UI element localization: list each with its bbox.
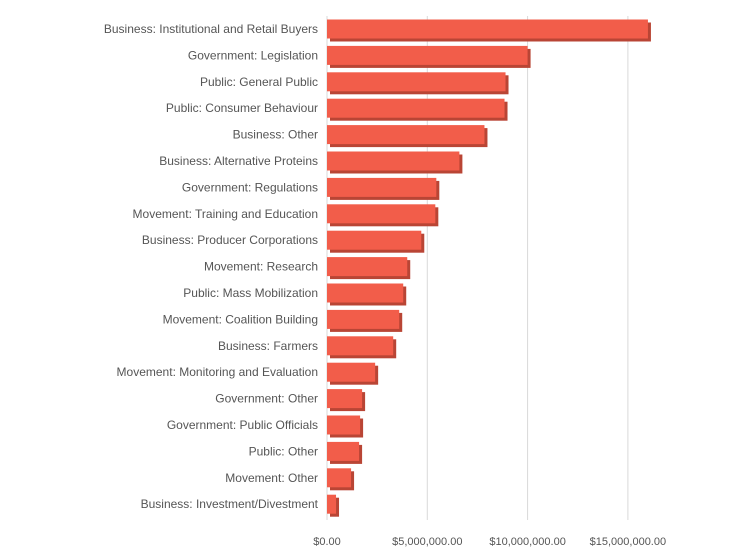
category-label: Movement: Monitoring and Evaluation	[117, 365, 318, 379]
bar	[327, 204, 439, 227]
bar	[327, 415, 364, 438]
category-label: Government: Legislation	[188, 48, 318, 62]
bar-face	[327, 309, 400, 329]
bar-face	[327, 494, 337, 514]
category-label: Business: Other	[233, 128, 318, 142]
bar	[327, 389, 366, 412]
bar	[327, 177, 440, 200]
category-label: Government: Public Officials	[167, 418, 318, 432]
bar-face	[327, 441, 360, 461]
bar	[327, 283, 407, 306]
x-tick-label: $15,000,000.00	[590, 536, 666, 548]
bar-face	[327, 362, 376, 382]
category-label: Government: Other	[215, 392, 318, 406]
bar-face	[327, 415, 361, 435]
bar-face	[327, 257, 408, 277]
bar-face	[327, 72, 506, 92]
bar-face	[327, 151, 460, 171]
bar-face	[327, 125, 485, 145]
bar	[327, 125, 488, 148]
bar	[327, 441, 363, 464]
x-tick-label: $5,000,000.00	[392, 536, 462, 548]
bar-face	[327, 336, 394, 356]
bar	[327, 19, 651, 42]
bar	[327, 230, 425, 253]
bar-face	[327, 98, 505, 118]
bar	[327, 362, 379, 385]
bar	[327, 257, 411, 280]
bar-face	[327, 204, 436, 224]
x-tick-label: $0.00	[313, 536, 341, 548]
bar	[327, 151, 463, 174]
category-label: Movement: Training and Education	[133, 207, 318, 221]
category-label: Business: Alternative Proteins	[159, 154, 318, 168]
bar	[327, 45, 531, 68]
category-label: Movement: Research	[204, 260, 318, 274]
bar	[327, 468, 355, 491]
bar	[327, 309, 403, 332]
bar	[327, 98, 508, 121]
bar-face	[327, 230, 422, 250]
bars	[327, 19, 651, 517]
category-label: Government: Regulations	[182, 180, 318, 194]
bar-face	[327, 45, 528, 65]
category-label: Business: Producer Corporations	[142, 233, 318, 247]
category-labels: Business: Institutional and Retail Buyer…	[104, 22, 319, 511]
bar-face	[327, 177, 437, 197]
bar-face	[327, 468, 352, 488]
category-label: Public: General Public	[200, 75, 318, 89]
category-label: Business: Institutional and Retail Buyer…	[104, 22, 318, 36]
category-label: Public: Mass Mobilization	[183, 286, 318, 300]
x-axis-tick-labels: $0.00 $5,000,000.00 $10,000,000.00 $15,000,…	[313, 536, 666, 548]
bar-face	[327, 19, 648, 39]
category-label: Public: Other	[249, 444, 318, 458]
category-label: Movement: Coalition Building	[163, 312, 318, 326]
bar	[327, 72, 509, 95]
category-label: Business: Investment/Divestment	[141, 497, 319, 511]
bar-face	[327, 389, 363, 409]
category-label: Public: Consumer Behaviour	[166, 101, 318, 115]
category-label: Movement: Other	[225, 471, 318, 485]
category-label: Business: Farmers	[218, 339, 318, 353]
x-tick-label: $10,000,000.00	[489, 536, 565, 548]
bar	[327, 336, 397, 359]
bar-face	[327, 283, 404, 303]
bar	[327, 494, 340, 517]
